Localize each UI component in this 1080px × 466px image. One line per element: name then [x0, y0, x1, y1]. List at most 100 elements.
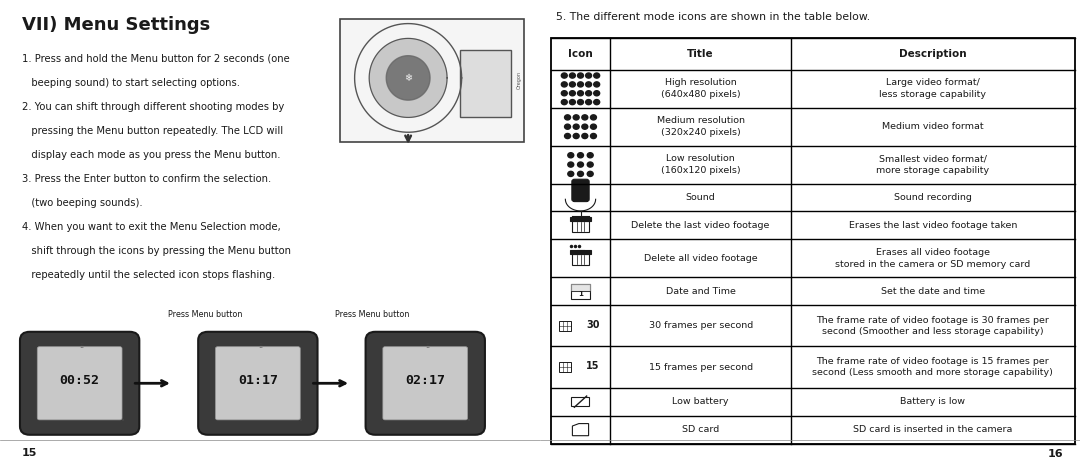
- Text: shift through the icons by pressing the Menu button: shift through the icons by pressing the …: [22, 246, 291, 255]
- Circle shape: [591, 115, 596, 120]
- Bar: [551, 38, 1075, 444]
- Circle shape: [582, 124, 588, 129]
- Circle shape: [569, 82, 576, 87]
- Circle shape: [585, 91, 592, 96]
- Circle shape: [578, 171, 583, 177]
- Text: Press Menu button: Press Menu button: [168, 310, 242, 319]
- Circle shape: [569, 91, 576, 96]
- Text: ⠿: ⠿: [426, 344, 429, 349]
- Bar: [460, 49, 511, 117]
- Text: display each mode as you press the Menu button.: display each mode as you press the Menu …: [22, 150, 280, 159]
- Text: Press Menu button: Press Menu button: [336, 310, 409, 319]
- Text: Low battery: Low battery: [673, 397, 729, 406]
- Text: 2. You can shift through different shooting modes by: 2. You can shift through different shoot…: [22, 102, 284, 111]
- Circle shape: [578, 73, 583, 78]
- Circle shape: [591, 133, 596, 138]
- Circle shape: [569, 73, 576, 78]
- Text: repeatedly until the selected icon stops flashing.: repeatedly until the selected icon stops…: [22, 269, 274, 280]
- Bar: [559, 362, 570, 372]
- Text: 5. The different mode icons are shown in the table below.: 5. The different mode icons are shown in…: [556, 12, 870, 21]
- Text: Smallest video format/
more storage capability: Smallest video format/ more storage capa…: [876, 154, 989, 175]
- Bar: [570, 217, 591, 221]
- Text: Medium resolution
(320x240 pixels): Medium resolution (320x240 pixels): [657, 116, 744, 137]
- Circle shape: [585, 73, 592, 78]
- Text: Delete the last video footage: Delete the last video footage: [632, 221, 770, 230]
- Text: ᵣₒ: ᵣₒ: [122, 417, 125, 422]
- Text: Large video format/
less storage capability: Large video format/ less storage capabil…: [879, 78, 986, 99]
- Text: 16: 16: [1049, 449, 1064, 459]
- Text: ⠿: ⠿: [80, 344, 83, 349]
- Circle shape: [578, 162, 583, 167]
- Polygon shape: [387, 56, 430, 100]
- Circle shape: [578, 100, 583, 105]
- Circle shape: [562, 73, 567, 78]
- Bar: [340, 19, 524, 142]
- Circle shape: [588, 153, 593, 158]
- Circle shape: [591, 124, 596, 129]
- Text: 01:17: 01:17: [238, 375, 278, 387]
- Circle shape: [582, 133, 588, 138]
- Circle shape: [565, 124, 570, 129]
- Bar: [571, 397, 589, 406]
- Text: beeping sound) to start selecting options.: beeping sound) to start selecting option…: [22, 77, 240, 88]
- Text: The frame rate of video footage is 15 frames per
second (Less smooth and more st: The frame rate of video footage is 15 fr…: [812, 356, 1053, 377]
- Text: 4. When you want to exit the Menu Selection mode,: 4. When you want to exit the Menu Select…: [22, 222, 281, 232]
- Text: Low resolution
(160x120 pixels): Low resolution (160x120 pixels): [661, 154, 741, 175]
- Text: Sound recording: Sound recording: [894, 193, 972, 202]
- Text: pressing the Menu button repeatedly. The LCD will: pressing the Menu button repeatedly. The…: [22, 125, 283, 136]
- Text: Delete all video footage: Delete all video footage: [644, 254, 757, 263]
- Circle shape: [573, 124, 579, 129]
- Circle shape: [562, 91, 567, 96]
- Text: High resolution
(640x480 pixels): High resolution (640x480 pixels): [661, 78, 741, 99]
- Text: 30: 30: [585, 320, 599, 329]
- Text: 02:17: 02:17: [405, 375, 445, 387]
- Circle shape: [568, 153, 573, 158]
- FancyBboxPatch shape: [21, 332, 139, 435]
- Circle shape: [585, 82, 592, 87]
- FancyBboxPatch shape: [216, 347, 300, 420]
- Circle shape: [578, 91, 583, 96]
- Circle shape: [568, 162, 573, 167]
- Text: 00:52: 00:52: [59, 375, 99, 387]
- FancyBboxPatch shape: [199, 332, 318, 435]
- Text: 15: 15: [22, 448, 37, 458]
- Text: 30 frames per second: 30 frames per second: [648, 322, 753, 330]
- Text: Erases the last video footage taken: Erases the last video footage taken: [849, 221, 1017, 230]
- Text: 1: 1: [578, 291, 583, 296]
- Circle shape: [582, 115, 588, 120]
- Text: SD card: SD card: [683, 425, 719, 434]
- Circle shape: [568, 171, 573, 177]
- Text: The frame rate of video footage is 30 frames per
second (Smoother and less stora: The frame rate of video footage is 30 fr…: [816, 315, 1050, 336]
- Circle shape: [578, 82, 583, 87]
- Bar: [572, 221, 589, 232]
- Circle shape: [594, 82, 599, 87]
- Text: ᵣₒ: ᵣₒ: [300, 417, 303, 422]
- Text: Medium video format: Medium video format: [882, 122, 984, 131]
- Text: ᵣₒ: ᵣₒ: [468, 417, 471, 422]
- Circle shape: [562, 100, 567, 105]
- Circle shape: [565, 115, 570, 120]
- Text: ❄: ❄: [404, 73, 413, 83]
- Text: Description: Description: [899, 49, 967, 59]
- Bar: [570, 250, 591, 254]
- Circle shape: [585, 100, 592, 105]
- Circle shape: [594, 100, 599, 105]
- FancyBboxPatch shape: [37, 347, 122, 420]
- Circle shape: [578, 153, 583, 158]
- Text: (two beeping sounds).: (two beeping sounds).: [22, 198, 143, 207]
- Text: Title: Title: [687, 49, 714, 59]
- Circle shape: [562, 82, 567, 87]
- Circle shape: [588, 162, 593, 167]
- FancyBboxPatch shape: [382, 347, 468, 420]
- Text: Sound: Sound: [686, 193, 716, 202]
- Circle shape: [569, 100, 576, 105]
- Text: 15: 15: [585, 361, 599, 370]
- Polygon shape: [369, 38, 447, 117]
- FancyBboxPatch shape: [365, 332, 485, 435]
- Bar: [571, 284, 590, 299]
- FancyBboxPatch shape: [572, 179, 590, 202]
- Circle shape: [594, 73, 599, 78]
- Circle shape: [573, 115, 579, 120]
- Circle shape: [588, 171, 593, 177]
- Text: VII) Menu Settings: VII) Menu Settings: [22, 16, 210, 34]
